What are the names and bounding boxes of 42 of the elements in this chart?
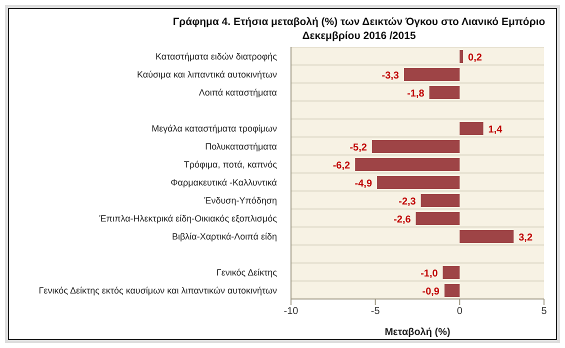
data-label: -0,9 [422,286,440,298]
x-axis-title: Μεταβολή (%) [384,327,450,338]
bar [460,50,464,63]
data-label: -1,8 [407,88,425,100]
y-tick-label: Καύσιμα και λιπαντικά αυτοκινήτων [136,70,278,80]
chart-title: Γράφημα 4. Ετήσια μεταβολή (%) των Δεικτών Όγκου στο Λιανικό Εμπόριο Δεκεμβρίου 2016 /2015 [172,15,546,43]
data-label: -4,9 [354,178,372,190]
x-tick-label: -5 [370,306,380,318]
y-tick-label: Μεγάλα καταστήματα τροφίμων [152,124,278,134]
y-tick-label: Έπιπλα-Ηλεκτρικά είδη-Οικιακός εξοπλισμός [98,214,278,224]
bar [429,86,460,99]
y-tick-label: Καταστήματα ειδών διατροφής [156,52,278,62]
y-tick-label: Τρόφιμα, ποτά, καπνός [184,160,278,170]
bar [404,68,460,81]
y-tick-label: Γενικός Δείκτης εκτός καυσίμων και λιπαντικών αυτοκινήτων [38,286,278,296]
bar [460,230,514,243]
y-tick-label: Βιβλία-Χαρτικά-Λοιπά είδη [172,232,277,242]
data-label: 1,4 [488,124,503,136]
data-label: -6,2 [332,160,351,172]
x-tick-label: -10 [284,306,299,318]
y-tick-label: Ένδυση-Υπόδηση [203,196,277,206]
bar [416,212,460,225]
x-tick-label: 0 [456,306,463,318]
y-tick-label: Γενικός Δείκτης [216,268,278,278]
bar [377,176,460,189]
data-label: 3,2 [518,232,533,244]
data-label: -5,2 [350,142,368,154]
bar [442,266,460,279]
data-label: -2,3 [398,196,416,208]
y-tick-label: Λοιπά καταστήματα [198,88,277,98]
data-label: -1,0 [420,268,438,280]
data-label: 0,2 [468,52,482,64]
bar [355,158,460,171]
bar [460,122,484,135]
x-tick-label: 5 [541,306,548,318]
y-tick-label: Πολυκαταστήματα [205,142,277,152]
bar [444,284,460,297]
data-label: -2,6 [394,214,412,226]
y-tick-label: Φαρμακευτικά -Καλλυντικά [170,178,277,188]
bar [372,140,460,153]
bar [420,194,460,207]
data-label: -3,3 [382,70,400,82]
